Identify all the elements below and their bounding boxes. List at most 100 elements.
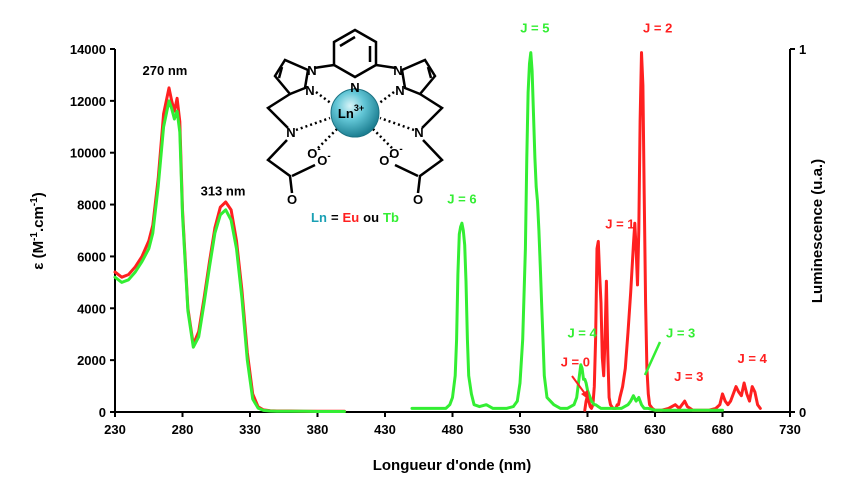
annotation-label: J = 3	[674, 369, 703, 384]
atom-n-pyridine: N	[350, 80, 359, 95]
o-right-1-minus: -	[399, 144, 402, 155]
y-left-title-mid: .cm	[30, 206, 47, 232]
ln-sphere-label: Ln3+	[338, 103, 364, 121]
j3-tb-arrow-line	[643, 341, 662, 376]
o-left-1-minus: -	[317, 144, 320, 155]
coord-amine-right	[379, 116, 415, 132]
legend-eq: =	[331, 210, 339, 225]
y-right-ticks: 01	[790, 42, 806, 420]
bond-py-npz-right	[375, 63, 397, 70]
coord-o-right	[371, 127, 393, 149]
atom-n-pyrazole-left-1: N	[307, 63, 316, 78]
annotation-label: J = 1	[605, 217, 634, 232]
legend-ou: ou	[363, 210, 379, 225]
legend-ln: Ln	[311, 210, 327, 225]
legend-tb: Tb	[383, 210, 399, 225]
annotation-label: 313 nm	[201, 183, 246, 198]
atom-o-right-1: O-	[389, 144, 402, 161]
pyridine-ring	[332, 28, 378, 79]
x-tick-label: 480	[442, 422, 464, 437]
pyrazole-right-double	[426, 66, 433, 79]
molecule-legend: Ln = Eu ou Tb	[311, 210, 399, 225]
atom-n-pyrazole-left-2: N	[305, 83, 314, 98]
series-line-tb-luminescence	[410, 51, 724, 412]
pyrazole-right	[400, 58, 437, 96]
y-left-tick-label: 12000	[70, 94, 106, 109]
y-left-tick-label: 14000	[70, 42, 106, 57]
x-ticks: 230 280 330 380 430 480 530 580 630 680 730	[104, 412, 801, 437]
x-tick-label: 330	[239, 422, 261, 437]
ln-charge: 3+	[354, 103, 364, 113]
o-right-2-label: O	[379, 153, 389, 168]
y-left-tick-label: 2000	[77, 353, 106, 368]
x-tick-label: 580	[577, 422, 599, 437]
y-left-title-sup2: -1	[29, 197, 40, 206]
annotations: 270 nm 313 nm J = 5 J = 2 J = 6 J = 1 J = 4 J =…	[143, 21, 768, 384]
o-right-2-minus: -	[389, 151, 392, 162]
x-tick-label: 280	[172, 422, 194, 437]
carboxylate-left	[266, 139, 294, 194]
annotation-label: 270 nm	[143, 63, 188, 78]
y-left-tick-label: 0	[99, 405, 106, 420]
y-right-tick-label: 1	[799, 42, 806, 57]
atom-n-amine-left: N	[286, 125, 295, 140]
y-left-tick-label: 6000	[77, 249, 106, 264]
series-group	[113, 51, 762, 413]
atom-n-amine-right: N	[414, 125, 423, 140]
atom-o-left-3: O	[287, 192, 297, 207]
y-axis-left-title: ε (M-1.cm-1)	[29, 192, 47, 269]
x-tick-label: 430	[374, 422, 396, 437]
annotation-label: J = 2	[643, 21, 672, 36]
atom-o-right-3: O	[413, 192, 423, 207]
y-left-title-sup1: -1	[29, 232, 40, 241]
annotation-label: J = 4	[567, 326, 597, 341]
series-line-tb-absorption	[113, 99, 346, 413]
o-left-1-label: O	[307, 146, 317, 161]
y-axis-right-title: Luminescence (u.a.)	[809, 159, 826, 303]
y-left-tick-label: 10000	[70, 146, 106, 161]
o-left-2-label: O	[317, 153, 327, 168]
y-right-tick-label: 0	[799, 405, 806, 420]
y-left-title-end: )	[30, 192, 47, 197]
j0-arrow-head	[581, 390, 589, 400]
o-right-1-label: O	[389, 146, 399, 161]
arm-right	[419, 92, 444, 129]
carboxylate-right	[416, 139, 444, 194]
x-tick-label: 730	[779, 422, 801, 437]
annotation-arrows	[571, 341, 662, 400]
atom-o-left-2: O-	[317, 151, 330, 168]
y-left-tick-label: 4000	[77, 301, 106, 316]
atom-o-right-2: O-	[379, 151, 392, 168]
carboxylate-left-o	[291, 163, 316, 178]
o-left-2-minus: -	[327, 151, 330, 162]
coord-o-left	[317, 127, 339, 149]
x-axis-title: Longueur d'onde (nm)	[373, 457, 532, 474]
x-tick-label: 380	[307, 422, 329, 437]
y-left-tick-label: 8000	[77, 198, 106, 213]
ln-sphere	[330, 88, 380, 138]
x-tick-label: 230	[104, 422, 126, 437]
y-left-ticks: 0 2000 4000 6000 8000 10000 12000 14000	[70, 42, 115, 420]
carboxylate-right-o	[394, 163, 419, 178]
coord-amine-left	[295, 116, 331, 132]
x-tick-label: 630	[644, 422, 666, 437]
annotation-label: J = 3	[666, 326, 695, 341]
annotation-label: J = 5	[520, 21, 549, 36]
series-line-eu-luminescence	[583, 51, 762, 412]
pyridine-double-1	[339, 35, 356, 48]
atom-o-left-1: O-	[307, 144, 320, 161]
atom-n-pyrazole-right-1: N	[393, 63, 402, 78]
j0-arrow-line	[571, 375, 587, 396]
y-left-title-base: ε (M	[30, 241, 47, 270]
pyrazole-left-double	[277, 66, 284, 79]
coord-n-right	[377, 91, 395, 105]
coord-n-left	[315, 91, 333, 105]
annotation-label: J = 4	[738, 351, 768, 366]
bond-py-npz-left	[313, 63, 335, 70]
x-tick-label: 530	[509, 422, 531, 437]
legend-eu: Eu	[343, 210, 360, 225]
annotation-label: J = 0	[561, 355, 590, 370]
atom-n-pyrazole-right-2: N	[395, 83, 404, 98]
pyrazole-left	[273, 58, 310, 96]
